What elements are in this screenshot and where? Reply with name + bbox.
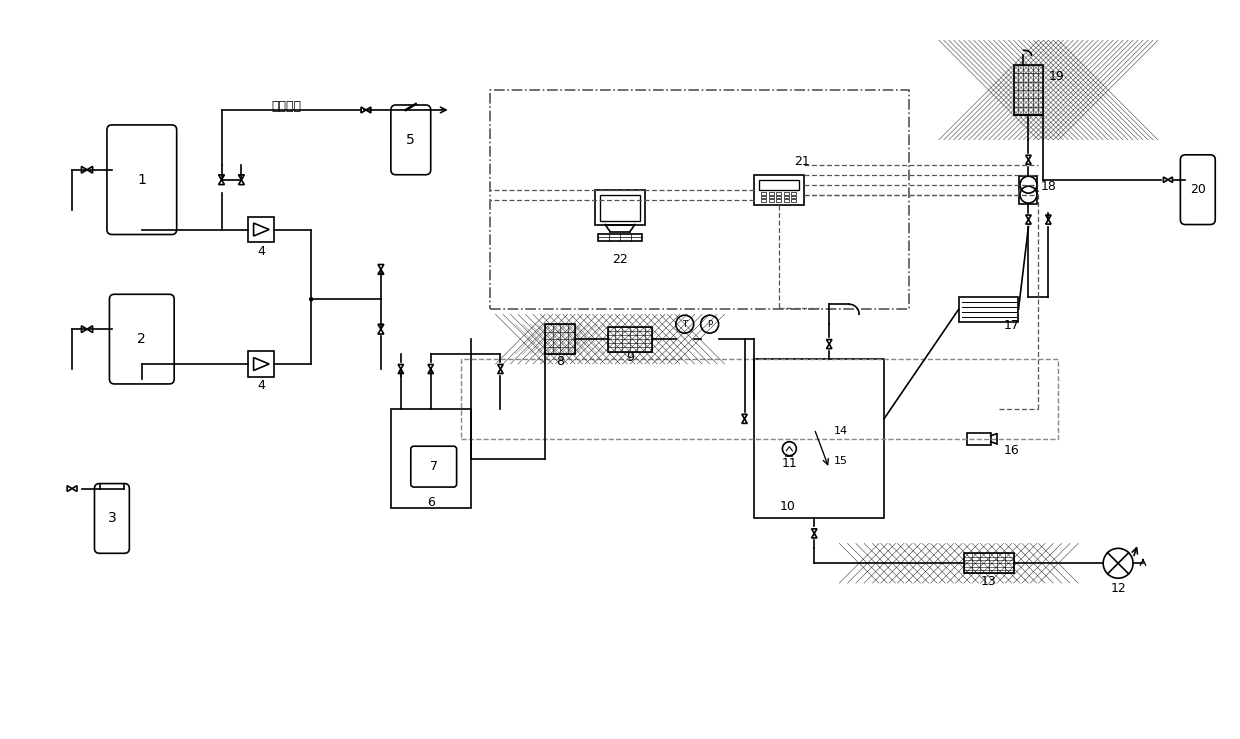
Bar [784, 200, 789, 202]
Bar [1019, 176, 1038, 204]
Circle shape [310, 298, 312, 301]
Text: 1: 1 [138, 173, 146, 187]
Bar [600, 194, 640, 220]
Bar [595, 190, 645, 225]
Bar [546, 324, 575, 354]
Bar [784, 196, 789, 198]
Bar [248, 217, 274, 242]
Text: 3: 3 [108, 511, 117, 525]
Bar [391, 409, 470, 508]
Text: 6: 6 [427, 496, 435, 509]
Bar [608, 327, 652, 352]
Bar [769, 200, 774, 202]
Text: 12: 12 [1110, 582, 1126, 595]
Text: 19: 19 [1048, 70, 1064, 83]
Bar [460, 359, 1059, 439]
Bar [776, 192, 781, 194]
Text: 22: 22 [613, 253, 627, 266]
Text: 14: 14 [835, 426, 848, 436]
Text: 20: 20 [1190, 183, 1205, 196]
Text: 16: 16 [1003, 443, 1019, 457]
Bar [491, 90, 909, 309]
Text: 21: 21 [795, 154, 810, 168]
Bar [754, 359, 884, 519]
Text: 17: 17 [1003, 319, 1019, 332]
Text: T: T [682, 320, 687, 329]
Bar [761, 200, 766, 202]
Bar [761, 196, 766, 198]
Bar [784, 192, 789, 194]
Bar [776, 196, 781, 198]
Bar [761, 192, 766, 194]
Text: 11: 11 [781, 457, 797, 470]
Bar [754, 174, 805, 205]
Text: 15: 15 [835, 456, 848, 466]
Text: 4: 4 [258, 245, 265, 258]
Text: P: P [707, 320, 712, 329]
Bar [248, 351, 274, 377]
Bar [791, 196, 796, 198]
Bar [791, 200, 796, 202]
Text: 10: 10 [780, 500, 795, 514]
Bar [959, 297, 1018, 321]
Text: 13: 13 [981, 575, 997, 588]
Text: 7: 7 [430, 460, 438, 473]
Bar [776, 200, 781, 202]
Bar [1013, 65, 1043, 115]
Text: 2: 2 [138, 332, 146, 346]
Bar [769, 192, 774, 194]
Text: 5: 5 [407, 133, 415, 147]
Bar [598, 234, 642, 242]
Text: 4: 4 [258, 379, 265, 392]
Bar [963, 554, 1013, 573]
Bar [759, 180, 800, 190]
Text: 9: 9 [626, 350, 634, 364]
Bar [769, 196, 774, 198]
Text: 8: 8 [557, 355, 564, 367]
Text: 18: 18 [1040, 180, 1056, 193]
Bar [791, 192, 796, 194]
Text: 吹扫管线: 吹扫管线 [272, 100, 301, 113]
